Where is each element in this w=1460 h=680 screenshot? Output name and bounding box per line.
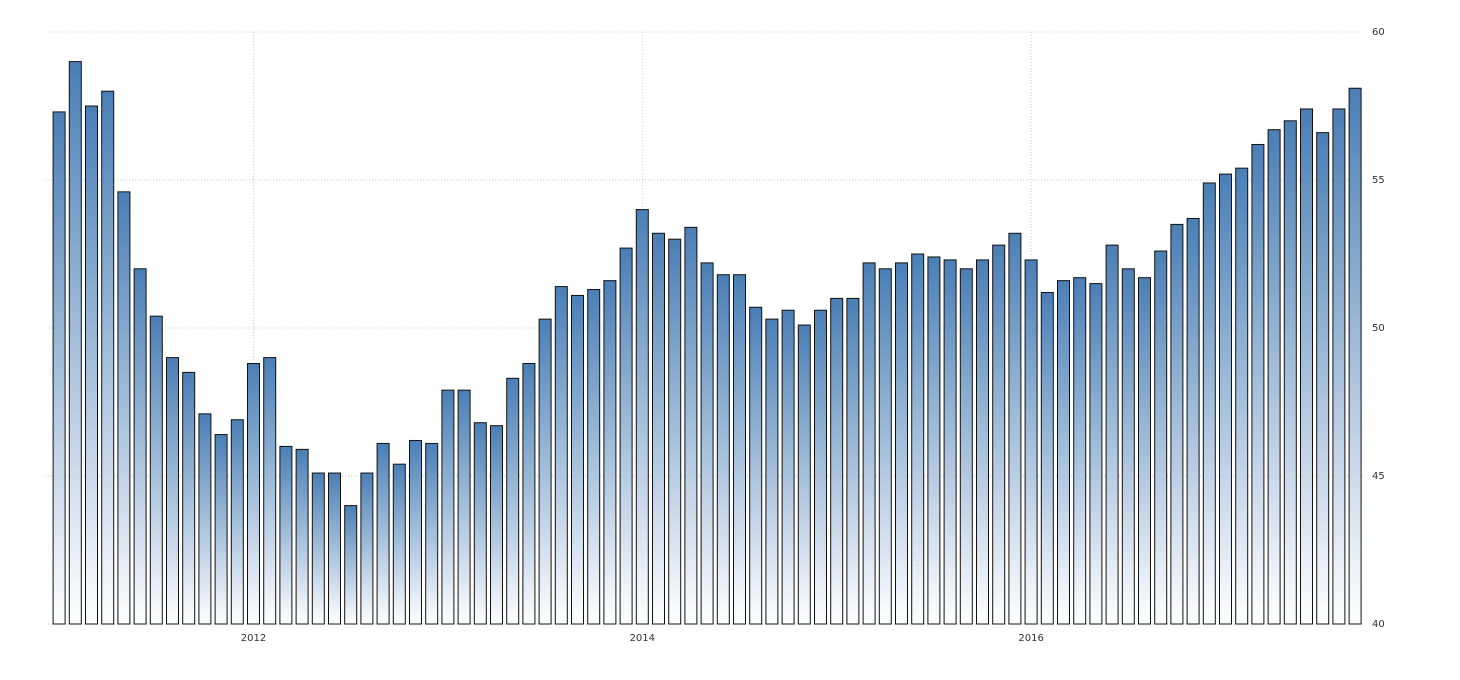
bar <box>1008 232 1022 625</box>
bar <box>279 445 293 625</box>
bar <box>976 259 989 625</box>
bar <box>700 262 714 625</box>
bar <box>457 389 471 625</box>
bar <box>797 324 811 625</box>
bar <box>1057 280 1070 625</box>
bar <box>101 90 115 625</box>
bar <box>765 318 779 625</box>
bar <box>959 268 973 625</box>
bar <box>1348 87 1362 625</box>
y-tick-label: 50 <box>1372 323 1385 334</box>
bar <box>490 425 503 625</box>
bar <box>149 315 163 625</box>
x-tick-label: 2016 <box>1018 633 1043 644</box>
bar <box>1024 259 1038 625</box>
bar <box>878 268 892 625</box>
bar <box>716 274 730 625</box>
bar <box>733 274 746 625</box>
bar <box>1283 120 1297 625</box>
bar <box>1186 217 1200 625</box>
bar <box>360 472 374 625</box>
bar <box>684 226 698 625</box>
bar <box>230 419 244 625</box>
bar <box>862 262 876 625</box>
bar <box>749 306 763 625</box>
bar <box>198 413 212 625</box>
bar <box>911 253 925 625</box>
bar <box>587 289 601 625</box>
bar <box>311 472 325 625</box>
bar <box>409 439 422 625</box>
bar <box>830 297 844 625</box>
bar <box>1073 277 1087 625</box>
bar <box>263 357 277 625</box>
bar <box>522 363 536 625</box>
bar <box>117 191 131 625</box>
bar <box>85 105 98 625</box>
bar <box>635 209 649 625</box>
bar <box>668 238 682 625</box>
bar <box>1154 250 1168 625</box>
bar <box>781 309 795 625</box>
bar <box>1138 277 1151 625</box>
bar <box>328 472 341 625</box>
bar <box>247 363 260 625</box>
bar <box>1121 268 1135 625</box>
bar <box>554 286 568 625</box>
bar <box>652 232 665 625</box>
bar <box>1300 108 1313 625</box>
bar <box>927 256 941 625</box>
bar <box>376 442 390 625</box>
bar <box>1105 244 1119 625</box>
bar <box>603 280 617 625</box>
bar <box>1040 291 1054 625</box>
bar <box>392 463 406 625</box>
bar <box>52 111 66 625</box>
y-tick-label: 55 <box>1372 175 1385 186</box>
bar <box>1089 283 1103 625</box>
bar <box>814 309 827 625</box>
bar <box>895 262 908 625</box>
bar <box>619 247 633 625</box>
bar <box>441 389 455 625</box>
bar <box>1332 108 1346 625</box>
bar <box>166 357 179 625</box>
bar <box>1316 132 1330 625</box>
bar <box>943 259 957 625</box>
bar <box>571 294 584 625</box>
y-tick-label: 40 <box>1372 619 1385 630</box>
bar <box>68 61 82 625</box>
y-tick-label: 60 <box>1372 27 1385 38</box>
x-tick-label: 2014 <box>630 633 655 644</box>
bar <box>1170 223 1184 625</box>
bar <box>344 505 358 625</box>
bar <box>425 442 439 625</box>
bar <box>506 377 520 625</box>
bar <box>992 244 1006 625</box>
bar <box>182 371 196 625</box>
bar <box>1251 143 1265 625</box>
bar <box>1235 167 1249 625</box>
bar <box>846 297 860 625</box>
y-tick-label: 45 <box>1372 471 1385 482</box>
bar <box>1267 129 1281 625</box>
bar <box>538 318 552 625</box>
bar <box>1202 182 1216 625</box>
bar <box>473 422 487 625</box>
bar <box>295 448 309 625</box>
bar <box>214 434 228 625</box>
bar <box>133 268 147 625</box>
bar <box>1219 173 1232 625</box>
x-tick-label: 2012 <box>241 633 266 644</box>
